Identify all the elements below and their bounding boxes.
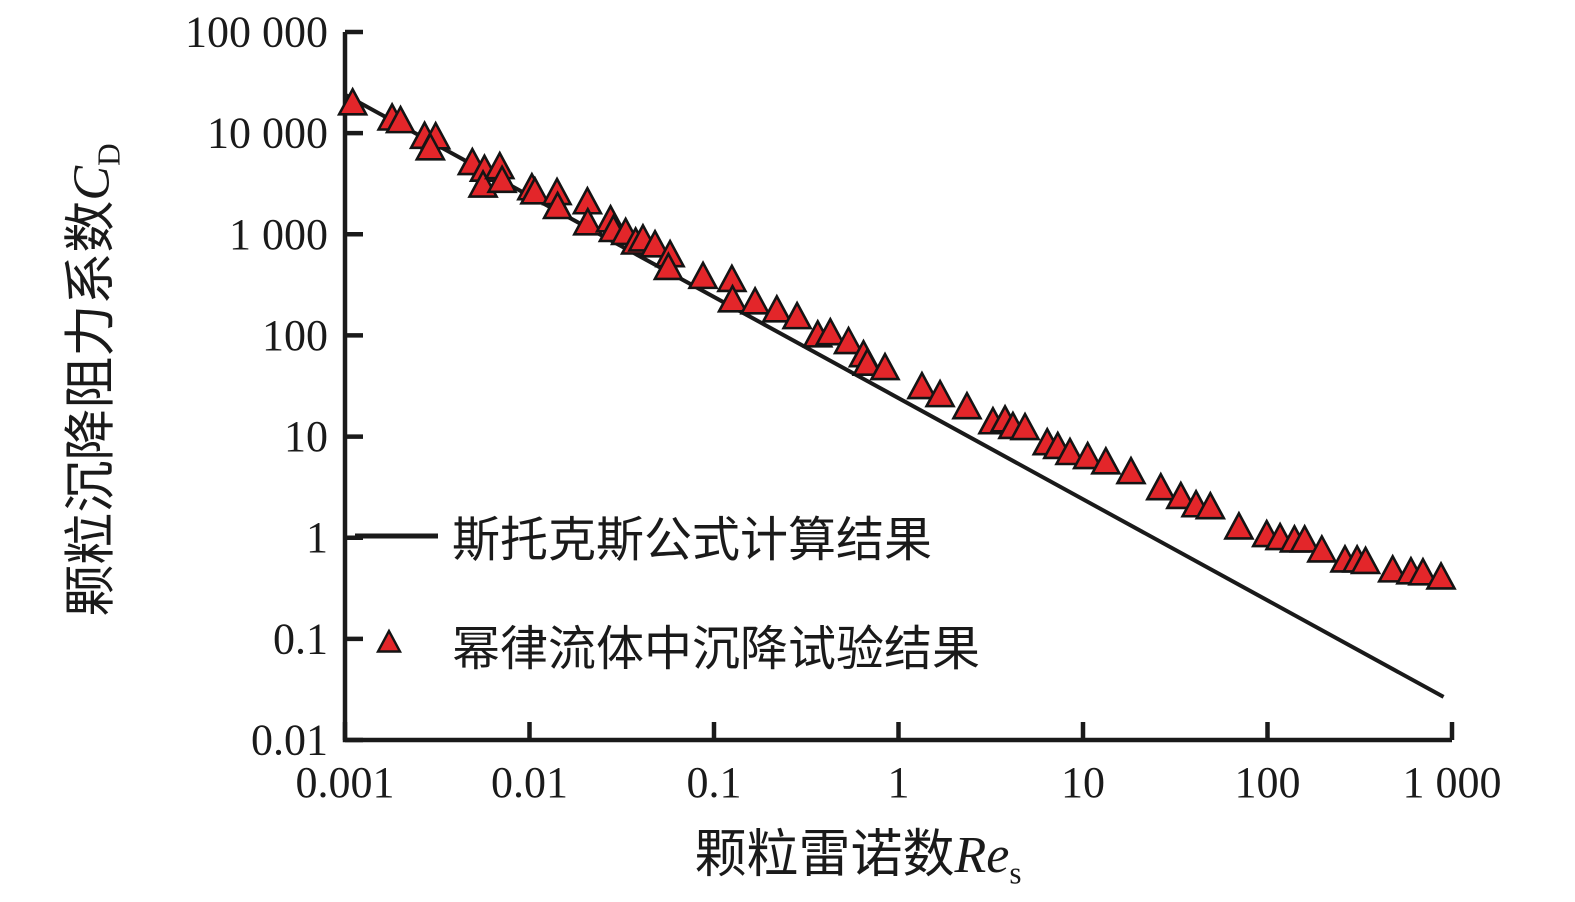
data-point-triangle (869, 351, 901, 381)
data-point-triangle (1223, 510, 1255, 540)
data-point-triangle (1145, 471, 1177, 501)
data-point-triangle (1194, 490, 1227, 520)
data-point-triangle (924, 378, 956, 408)
data-point-triangle (384, 104, 417, 134)
data-point-triangle (814, 316, 846, 346)
data-point-triangle (519, 175, 551, 205)
data-point-triangle (851, 346, 884, 376)
data-point-triangle (1288, 523, 1321, 553)
data-point-triangle (687, 260, 719, 290)
x-axis-tick-label: 0.001 (296, 758, 395, 807)
y-axis-tick-label: 10 000 (207, 109, 328, 158)
data-point-triangle (739, 285, 771, 315)
data-point-triangle (652, 251, 685, 281)
x-axis-title-symbol: Re (954, 827, 1010, 884)
y-axis-tick-label: 0.01 (251, 716, 328, 765)
data-point-triangle (1377, 553, 1409, 583)
legend-line-sample-icon (355, 533, 438, 539)
data-point-triangle (1054, 436, 1086, 466)
data-point-triangle (336, 86, 369, 116)
x-axis-title-text: 颗粒雷诺数 (694, 827, 955, 884)
legend-item-stokes-line: 斯托克斯公式计算结果 (352, 500, 932, 570)
y-axis-tick-label: 100 (262, 311, 328, 360)
legend-triangle-glyph (375, 628, 403, 653)
data-point-triangle (1009, 411, 1041, 441)
data-point-triangle (541, 190, 574, 220)
y-axis-tick-label: 1 000 (229, 210, 328, 259)
data-point-triangle (951, 390, 983, 420)
data-point-triangle (832, 325, 865, 355)
data-point-triangle (781, 300, 813, 330)
data-point-triangle (414, 131, 446, 161)
data-point-triangle (1349, 545, 1382, 575)
x-axis-title-subscript: s (1009, 855, 1022, 891)
y-axis-title-text: 颗粒沉降阻力系数 (63, 200, 121, 617)
legend-item-experiment-markers: 幂律流体中沉降试验结果 (352, 609, 980, 679)
data-point-triangle (1306, 533, 1338, 563)
y-axis-tick-label: 10 (284, 412, 328, 461)
y-axis-tick-label: 0.1 (273, 614, 328, 663)
data-point-triangle (1115, 455, 1147, 485)
data-point-triangle (1165, 480, 1197, 510)
x-axis-title: 颗粒雷诺数Res (695, 812, 1022, 891)
x-axis-tick-label: 10 (1061, 758, 1105, 807)
y-axis-title-symbol: C (63, 165, 121, 201)
data-point-triangle (639, 228, 671, 258)
legend-label-experiment: 幂律流体中沉降试验结果 (452, 623, 981, 676)
y-axis-title-subscript: D (91, 143, 127, 166)
data-point-triangle (761, 293, 793, 323)
legend-label-stokes: 斯托克斯公式计算结果 (452, 514, 933, 567)
y-axis-title: 颗粒沉降阻力系数CD (48, 143, 127, 616)
data-point-triangle (1090, 445, 1122, 475)
data-point-triangle (1425, 560, 1457, 590)
data-point-triangle (1407, 556, 1439, 586)
data-point-triangle (1071, 440, 1104, 470)
x-axis-tick-label: 1 000 (1403, 758, 1502, 807)
data-point-triangle (906, 370, 938, 400)
y-axis-tick-label: 1 (306, 513, 328, 562)
x-axis-tick-label: 100 (1235, 758, 1301, 807)
x-axis-tick-label: 0.1 (687, 758, 742, 807)
legend-triangle-sample-icon (375, 628, 403, 653)
x-axis-tick-label: 1 (888, 758, 910, 807)
data-point-triangle (486, 164, 518, 194)
x-axis-tick-label: 0.01 (491, 758, 568, 807)
data-point-triangle (572, 206, 604, 236)
data-point-triangle (716, 283, 749, 313)
y-axis-tick-label: 100 000 (185, 8, 328, 57)
